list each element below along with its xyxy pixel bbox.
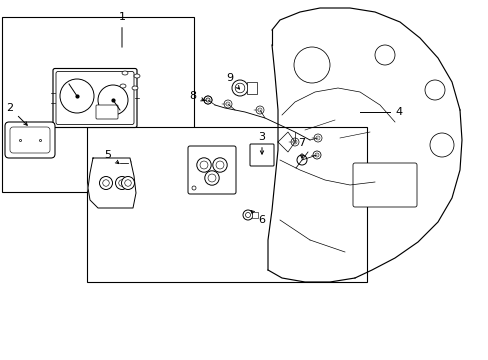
Circle shape [315, 136, 319, 140]
Circle shape [216, 161, 224, 169]
Ellipse shape [134, 74, 140, 78]
Circle shape [224, 100, 231, 108]
Text: 4: 4 [394, 107, 401, 117]
Bar [2, 17, 194, 192]
Circle shape [205, 98, 209, 102]
Circle shape [231, 80, 247, 96]
Circle shape [292, 140, 296, 144]
Text: 5: 5 [104, 150, 119, 163]
Circle shape [245, 212, 250, 217]
FancyBboxPatch shape [187, 146, 236, 194]
Circle shape [99, 176, 112, 189]
Circle shape [124, 180, 131, 186]
Ellipse shape [120, 84, 126, 88]
Circle shape [314, 153, 318, 157]
Ellipse shape [122, 71, 128, 75]
FancyBboxPatch shape [251, 212, 258, 218]
Circle shape [212, 158, 227, 172]
Circle shape [119, 180, 125, 186]
Circle shape [102, 180, 109, 186]
Circle shape [429, 133, 453, 157]
Circle shape [258, 108, 262, 112]
FancyBboxPatch shape [56, 72, 134, 125]
FancyBboxPatch shape [246, 82, 257, 94]
Circle shape [207, 174, 216, 182]
Circle shape [374, 45, 394, 65]
Circle shape [256, 106, 264, 114]
Circle shape [296, 155, 306, 165]
FancyBboxPatch shape [5, 122, 55, 158]
Text: 6: 6 [250, 211, 264, 225]
Circle shape [115, 176, 128, 189]
Circle shape [290, 138, 298, 146]
Circle shape [205, 98, 209, 102]
Circle shape [203, 96, 212, 104]
Text: 7: 7 [298, 138, 305, 158]
Polygon shape [88, 158, 136, 208]
Circle shape [204, 171, 219, 185]
Circle shape [192, 186, 196, 190]
Text: 3: 3 [258, 132, 265, 154]
FancyBboxPatch shape [10, 127, 50, 153]
FancyBboxPatch shape [249, 144, 273, 166]
Circle shape [121, 176, 134, 189]
Circle shape [124, 159, 131, 166]
Text: 1: 1 [118, 12, 125, 47]
Circle shape [293, 47, 329, 83]
Circle shape [203, 96, 212, 104]
Ellipse shape [132, 86, 138, 90]
Circle shape [200, 161, 207, 169]
FancyBboxPatch shape [53, 68, 137, 127]
FancyBboxPatch shape [352, 163, 416, 207]
Circle shape [98, 85, 128, 115]
Circle shape [243, 210, 252, 220]
Circle shape [313, 134, 321, 142]
Bar [87, 127, 366, 282]
FancyBboxPatch shape [96, 105, 118, 119]
Circle shape [196, 158, 211, 172]
Circle shape [60, 79, 94, 113]
Text: 8: 8 [189, 91, 204, 101]
Text: 2: 2 [6, 103, 27, 125]
Circle shape [424, 80, 444, 100]
Circle shape [235, 83, 244, 93]
Circle shape [312, 151, 320, 159]
Circle shape [225, 102, 229, 106]
Text: 9: 9 [226, 73, 239, 89]
